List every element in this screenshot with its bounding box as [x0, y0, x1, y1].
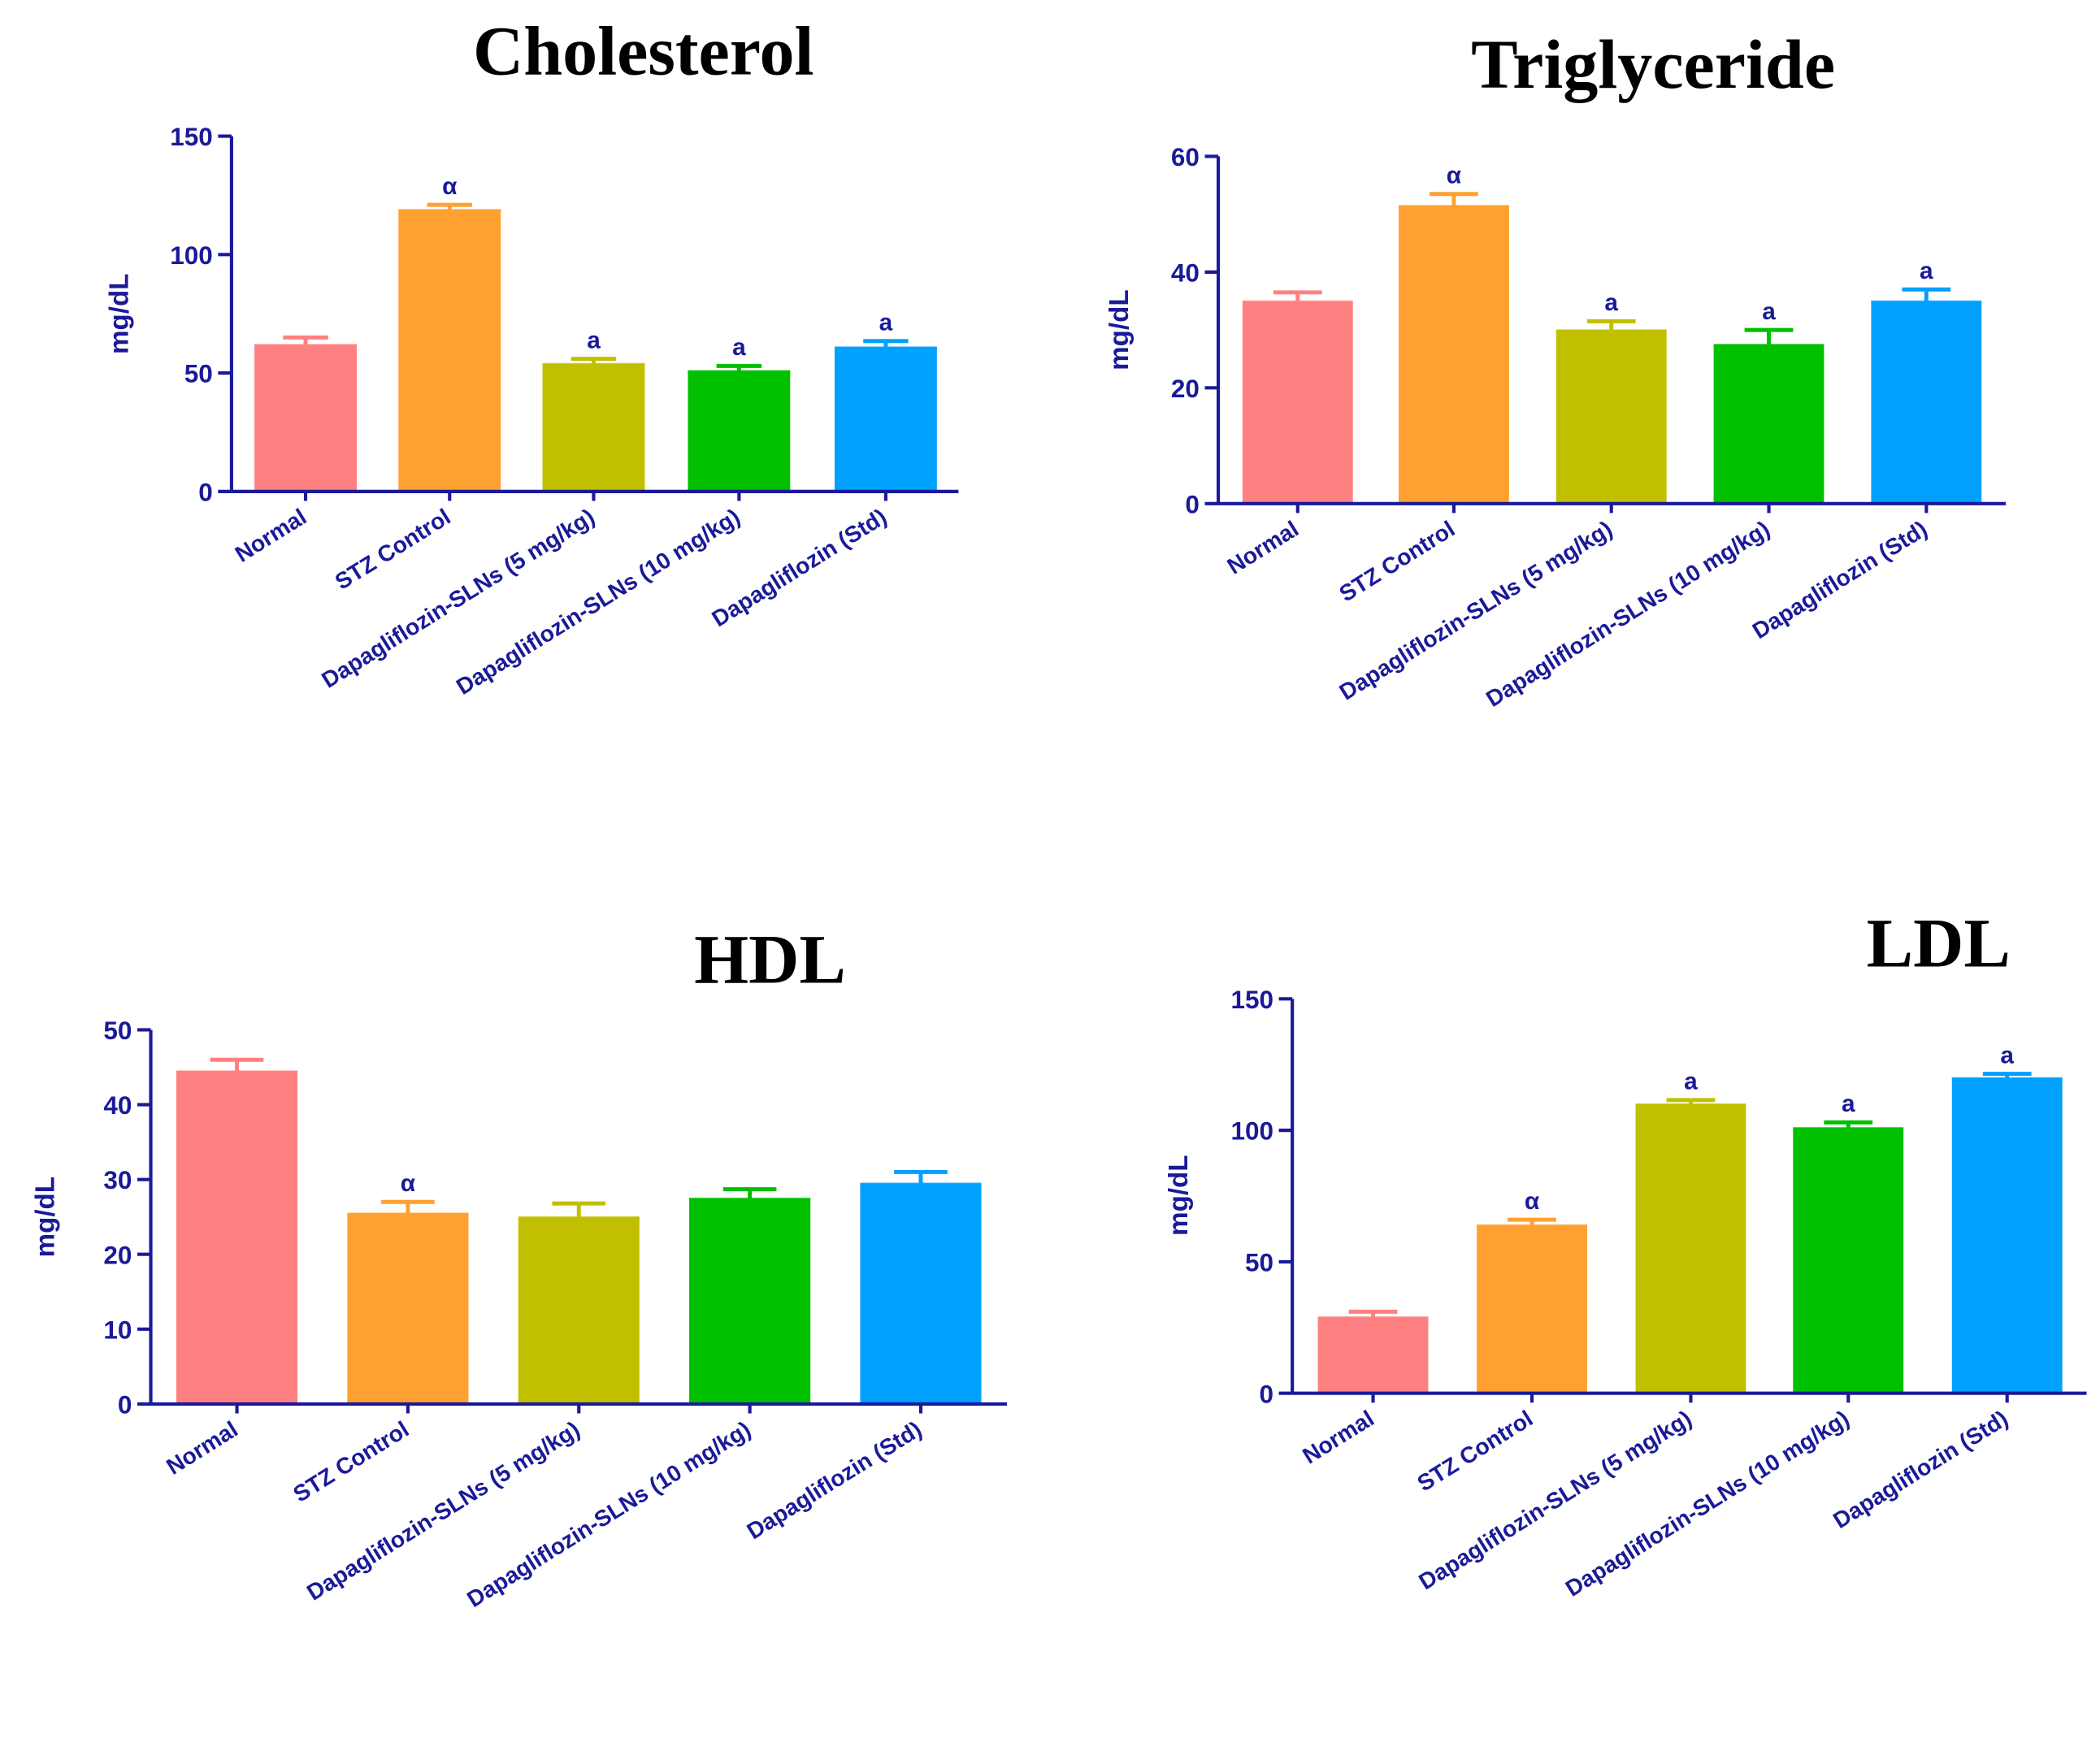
bar	[347, 1213, 469, 1404]
y-tick-label: 20	[103, 1241, 132, 1269]
y-axis-label: mg/dL	[30, 1177, 60, 1257]
y-tick-label: 50	[103, 1016, 132, 1045]
x-tick-label: STZ Control	[289, 1416, 413, 1507]
significance-label: a	[1920, 258, 1933, 284]
bar	[689, 1198, 811, 1404]
significance-label: a	[1604, 289, 1618, 316]
bar	[1951, 1077, 2063, 1393]
x-tick-label: Dapagliflozin (Std)	[1748, 516, 1932, 644]
x-tick-label: Dapagliflozin-SLNs (10 mg/kg)	[1561, 1406, 1854, 1601]
bar	[1871, 301, 1982, 504]
chart-title: Cholesterol	[473, 11, 814, 89]
y-axis-label: mg/dL	[1164, 1155, 1194, 1236]
bar	[1793, 1127, 1904, 1393]
significance-label: α	[442, 173, 458, 200]
bar	[1317, 1316, 1429, 1393]
x-tick-label: Dapagliflozin-SLNs (5 mg/kg)	[302, 1416, 584, 1606]
significance-label: a	[1842, 1090, 1855, 1117]
bar	[834, 347, 937, 492]
chart-panel-ldl: LDL mg/dL Normal α STZ Control a Dapagliflozin…	[1164, 904, 2087, 1601]
x-tick-label: Normal	[1223, 516, 1304, 579]
significance-label: a	[2000, 1042, 2014, 1068]
y-tick-label: 150	[170, 123, 213, 151]
significance-label: a	[587, 327, 601, 353]
bar	[542, 363, 645, 492]
bar	[1635, 1103, 1746, 1393]
bar	[1399, 205, 1509, 504]
significance-label: α	[1525, 1188, 1540, 1215]
x-tick-label: Dapagliflozin (Std)	[1829, 1406, 2012, 1533]
y-axis-label: mg/dL	[104, 274, 134, 354]
y-tick-label: 0	[198, 478, 213, 506]
x-tick-label: Dapagliflozin-SLNs (5 mg/kg)	[1335, 516, 1617, 705]
bar	[1713, 344, 1824, 504]
bar	[860, 1183, 982, 1404]
y-tick-label: 100	[1230, 1117, 1273, 1146]
y-tick-label: 50	[184, 360, 213, 388]
x-tick-label: Normal	[162, 1416, 242, 1480]
bar	[1555, 330, 1667, 504]
y-tick-label: 100	[170, 241, 213, 270]
x-tick-label: Dapagliflozin-SLNs (10 mg/kg)	[1482, 516, 1774, 712]
chart-title: HDL	[694, 920, 846, 998]
bar	[254, 345, 357, 492]
chart-title: LDL	[1867, 904, 2011, 982]
chart-panel-triglyceride: Triglyceride mg/dL Normal α STZ Control a Dapa…	[1104, 25, 2007, 712]
y-tick-label: 50	[1245, 1248, 1273, 1276]
significance-label: a	[1762, 298, 1776, 325]
significance-label: a	[1684, 1068, 1698, 1095]
bar	[1477, 1224, 1587, 1393]
x-tick-label: Dapagliflozin-SLNs (10 mg/kg)	[462, 1416, 755, 1612]
chart-title: Triglyceride	[1471, 25, 1835, 103]
bar	[176, 1071, 298, 1404]
y-tick-label: 20	[1171, 375, 1200, 403]
bar	[518, 1216, 640, 1404]
significance-label: a	[879, 310, 893, 336]
x-tick-label: STZ Control	[1334, 516, 1459, 607]
bar	[1242, 301, 1353, 504]
y-tick-label: 10	[103, 1315, 132, 1344]
x-tick-label: Dapagliflozin-SLNs (10 mg/kg)	[452, 504, 744, 700]
bar	[688, 371, 791, 492]
x-tick-label: STZ Control	[331, 504, 455, 595]
x-tick-label: Dapagliflozin (Std)	[743, 1416, 926, 1544]
y-tick-label: 40	[103, 1091, 132, 1120]
y-tick-label: 0	[1259, 1380, 1273, 1408]
significance-label: a	[732, 334, 746, 361]
y-tick-label: 60	[1171, 143, 1200, 171]
x-tick-label: Dapagliflozin-SLNs (5 mg/kg)	[317, 504, 599, 693]
x-tick-label: STZ Control	[1413, 1406, 1538, 1497]
significance-label: α	[401, 1170, 416, 1197]
x-tick-label: Normal	[231, 504, 311, 567]
x-tick-label: Dapagliflozin-SLNs (5 mg/kg)	[1414, 1406, 1696, 1595]
bar	[398, 209, 501, 492]
y-tick-label: 0	[118, 1391, 132, 1419]
x-tick-label: Normal	[1298, 1406, 1378, 1469]
y-tick-label: 30	[103, 1166, 132, 1194]
significance-label: α	[1447, 162, 1462, 189]
y-axis-label: mg/dL	[1104, 289, 1135, 370]
chart-panel-cholesterol: Cholesterol mg/dL Normal α STZ Control a Dapag…	[104, 11, 959, 700]
y-tick-label: 40	[1171, 258, 1200, 287]
y-tick-label: 0	[1185, 490, 1200, 518]
y-tick-label: 150	[1230, 986, 1273, 1014]
